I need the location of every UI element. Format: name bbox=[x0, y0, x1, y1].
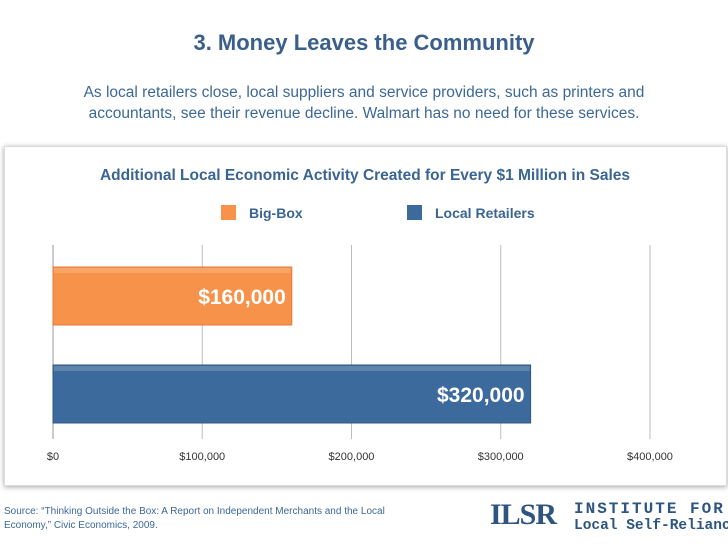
chart-title: Additional Local Economic Activity Creat… bbox=[100, 167, 630, 184]
legend-swatch-0 bbox=[221, 205, 236, 220]
ilsr-logo: ILSR INSTITUTE FOR Local Self-Reliance bbox=[490, 496, 728, 540]
bar-highlight-0 bbox=[54, 268, 291, 273]
logo-text-line1: INSTITUTE FOR bbox=[574, 500, 725, 518]
chart-panel: Additional Local Economic Activity Creat… bbox=[4, 146, 727, 486]
slide-subtitle: As local retailers close, local supplier… bbox=[83, 84, 645, 122]
logo-text-line2: Local Self-Reliance bbox=[574, 518, 728, 534]
bar-1 bbox=[52, 364, 532, 424]
bar-highlight-1 bbox=[54, 366, 530, 371]
x-tick-label: $100,000 bbox=[179, 451, 225, 463]
source-citation: Source: “Thinking Outside the Box: A Rep… bbox=[4, 506, 385, 531]
bar-chart: Additional Local Economic Activity Creat… bbox=[47, 167, 673, 463]
bar-value-label-0: $160,000 bbox=[198, 286, 286, 309]
legend-label-1: Local Retailers bbox=[435, 205, 535, 221]
legend-swatch-1 bbox=[407, 205, 422, 220]
legend-label-0: Big-Box bbox=[249, 205, 303, 221]
x-tick-label: $0 bbox=[47, 451, 59, 463]
x-tick-label: $200,000 bbox=[329, 451, 375, 463]
bar-value-label-1: $320,000 bbox=[437, 384, 525, 407]
bar-0 bbox=[52, 266, 293, 326]
ilsr-logo-mark: ILSR bbox=[490, 498, 557, 531]
x-tick-label: $300,000 bbox=[478, 451, 524, 463]
slide-title: 3. Money Leaves the Community bbox=[193, 30, 535, 55]
x-tick-label: $400,000 bbox=[627, 451, 673, 463]
